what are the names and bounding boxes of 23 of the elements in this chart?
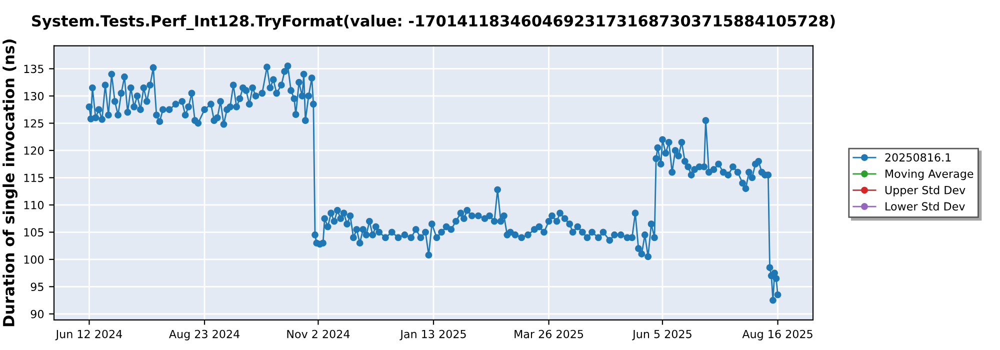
x-tick-label: Aug 16 2025 — [742, 330, 812, 340]
y-tick-label: 120 — [24, 146, 44, 155]
y-tick-label: 130 — [24, 92, 44, 100]
y-tick-label: 135 — [24, 64, 44, 74]
legend-label: Lower Std Dev — [886, 202, 965, 211]
y-tick-label: 100 — [24, 255, 44, 264]
y-tick-label: 105 — [24, 228, 44, 237]
y-tick-label: 110 — [24, 200, 44, 210]
x-tick-label: Nov 2 2024 — [287, 330, 350, 338]
y-tick-label: 90 — [30, 310, 44, 318]
y-tick-label: 95 — [30, 282, 44, 292]
x-tick-label: Jun 5 2025 — [632, 330, 692, 340]
x-tick-label: Aug 23 2024 — [169, 330, 240, 340]
y-axis-title: Duration of single invocation (ns) — [2, 40, 18, 326]
x-tick-label: Jan 13 2025 — [400, 330, 466, 340]
legend-label: Upper Std Dev — [885, 186, 966, 196]
legend-label: Moving Average — [886, 169, 974, 180]
x-tick-label: Jun 12 2024 — [55, 330, 122, 340]
chart-title: System.Tests.Perf_Int128.TryFormat(value: -170141183460469231731687303715884105728) — [32, 14, 835, 30]
legend-label: 20250816.1 — [885, 153, 951, 162]
y-tick-label: 125 — [24, 119, 44, 128]
y-tick-label: 115 — [24, 174, 44, 182]
x-tick-label: Mar 26 2025 — [514, 330, 584, 338]
